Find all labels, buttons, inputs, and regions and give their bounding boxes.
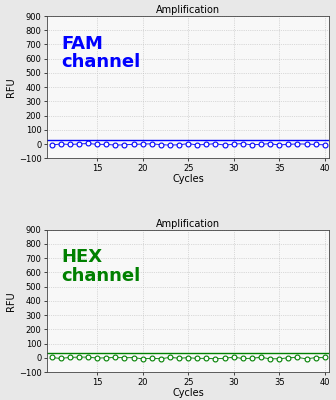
X-axis label: Cycles: Cycles (172, 388, 204, 398)
Text: FAM
channel: FAM channel (61, 34, 140, 71)
Title: Amplification: Amplification (156, 219, 220, 229)
Y-axis label: RFU: RFU (6, 77, 16, 97)
Text: HEX
channel: HEX channel (61, 248, 140, 285)
X-axis label: Cycles: Cycles (172, 174, 204, 184)
Y-axis label: RFU: RFU (6, 291, 16, 311)
Title: Amplification: Amplification (156, 5, 220, 15)
